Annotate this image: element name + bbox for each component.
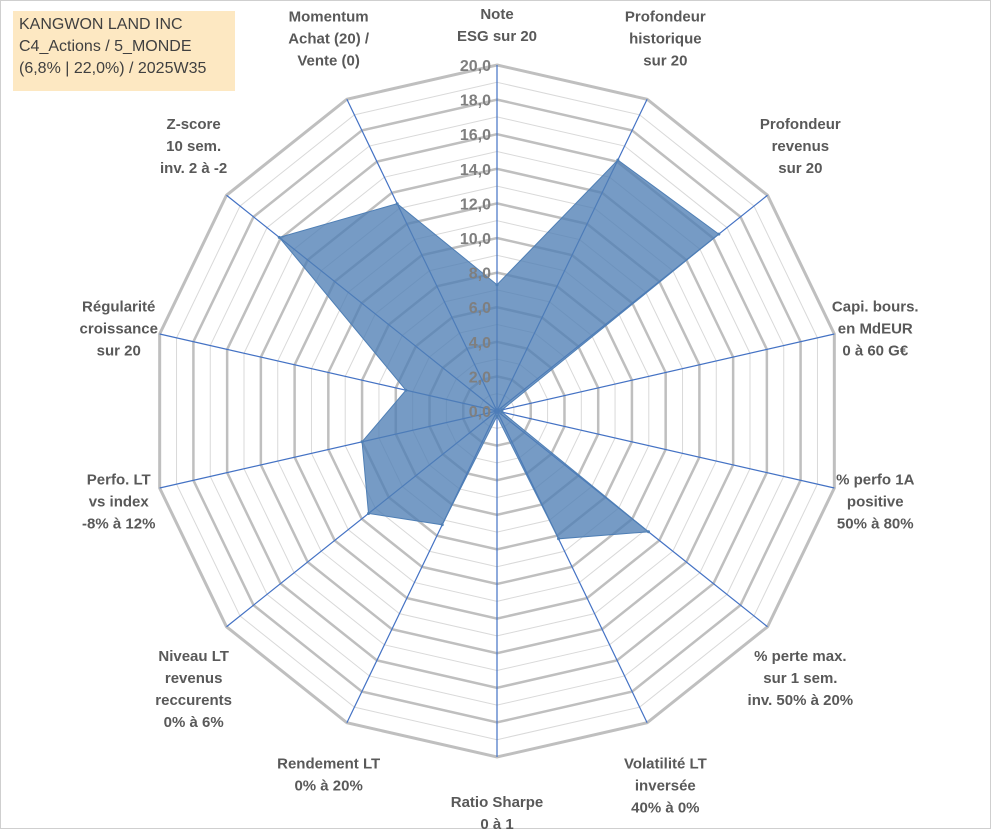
axis-label: Momentum Achat (20) / Vente (0) bbox=[288, 8, 370, 69]
title-company: KANGWON LAND INC bbox=[19, 16, 183, 33]
axis-label: Niveau LT revenus reccurents 0% à 6% bbox=[155, 648, 232, 731]
axis-label: Perfo. LT vs index -8% à 12% bbox=[82, 471, 155, 532]
title-category: C4_Actions / 5_MONDE bbox=[19, 38, 192, 55]
data-point bbox=[500, 410, 504, 414]
axis-label-line: historique bbox=[629, 30, 702, 47]
axis-label: Profondeur historique sur 20 bbox=[625, 8, 706, 69]
tick-label: 10,0 bbox=[460, 231, 491, 248]
data-point bbox=[277, 235, 281, 239]
axis-label-line: Niveau LT bbox=[158, 648, 229, 665]
tick-label: 14,0 bbox=[460, 162, 491, 179]
tick-label: 12,0 bbox=[460, 196, 491, 213]
title-stats: (6,8% | 22,0%) / 2025W35 bbox=[19, 60, 207, 77]
data-point bbox=[500, 408, 504, 412]
series-layer bbox=[277, 158, 721, 541]
axis-label-line: % perte max. bbox=[754, 648, 847, 665]
axis-label: Z-score 10 sem. inv. 2 à -2 bbox=[160, 116, 227, 177]
data-point bbox=[360, 440, 364, 444]
axis-label-line: -8% à 12% bbox=[82, 515, 155, 532]
axis-label-line: Vente (0) bbox=[297, 52, 360, 69]
data-point bbox=[495, 414, 499, 418]
axis-label-line: 0% à 6% bbox=[164, 714, 224, 731]
axis-label: Ratio Sharpe 0 à 1 bbox=[451, 794, 544, 830]
axis-label-line: Note bbox=[480, 6, 513, 23]
data-point bbox=[616, 158, 620, 162]
axis-label: Profondeur revenus sur 20 bbox=[760, 116, 841, 177]
axis-label-line: 40% à 0% bbox=[631, 800, 699, 817]
axis-label: Rendement LT 0% à 20% bbox=[277, 756, 380, 795]
axis-label: Volatilité LT inversée 40% à 0% bbox=[624, 756, 707, 817]
axis-label-line: sur 20 bbox=[778, 160, 822, 177]
tick-label: 4,0 bbox=[469, 335, 491, 352]
axis-label: Note ESG sur 20 bbox=[457, 6, 537, 45]
axis-label-line: en MdEUR bbox=[838, 321, 913, 338]
axis-label-line: ESG sur 20 bbox=[457, 28, 537, 45]
axis-label-line: revenus bbox=[772, 138, 830, 155]
axis-label-line: % perfo 1A bbox=[836, 471, 915, 488]
axis-label-line: positive bbox=[847, 493, 904, 510]
data-point bbox=[646, 530, 650, 534]
axis-label: % perfo 1A positive 50% à 80% bbox=[836, 471, 915, 532]
axis-label-line: Volatilité LT bbox=[624, 756, 707, 773]
axis-label-line: Z-score bbox=[167, 116, 221, 133]
tick-label: 8,0 bbox=[469, 266, 491, 283]
data-point bbox=[557, 537, 561, 541]
tick-label: 16,0 bbox=[460, 127, 491, 144]
tick-label: 2,0 bbox=[469, 369, 491, 386]
axis-label-line: inv. 2 à -2 bbox=[160, 160, 227, 177]
tick-labels: 0,0 2,0 4,0 6,0 8,0 10,0 12,0 14,0 16,0 18,0 20,0 bbox=[460, 58, 491, 421]
axis-label-line: croissance bbox=[80, 321, 158, 338]
axis-spoke bbox=[496, 410, 835, 489]
axis-label-line: Profondeur bbox=[625, 8, 706, 25]
axis-label-line: inv. 50% à 20% bbox=[748, 692, 854, 709]
axis-label-line: sur 20 bbox=[643, 52, 687, 69]
data-point bbox=[440, 523, 444, 527]
axis-label-line: 10 sem. bbox=[166, 138, 221, 155]
axis-label-line: sur 1 sem. bbox=[763, 670, 837, 687]
tick-label: 20,0 bbox=[460, 58, 491, 75]
axis-label: % perte max. sur 1 sem. inv. 50% à 20% bbox=[748, 648, 854, 709]
axis-label-line: Perfo. LT bbox=[87, 471, 151, 488]
data-point bbox=[367, 511, 371, 515]
axis-label-line: Ratio Sharpe bbox=[451, 794, 544, 811]
axis-label-line: 50% à 80% bbox=[837, 515, 914, 532]
axis-label-line: 0 à 1 bbox=[480, 816, 513, 830]
data-point bbox=[717, 232, 721, 236]
axis-label-line: Rendement LT bbox=[277, 756, 380, 773]
data-point bbox=[404, 388, 408, 392]
data-point bbox=[395, 202, 399, 206]
title-box: KANGWON LAND INC C4_Actions / 5_MONDE (6… bbox=[13, 11, 235, 91]
tick-label: 6,0 bbox=[469, 300, 491, 317]
axis-spoke bbox=[496, 333, 835, 412]
axis-label-line: vs index bbox=[89, 493, 150, 510]
axis-label-line: Capi. bours. bbox=[832, 299, 919, 316]
axis-label-line: revenus bbox=[165, 670, 223, 687]
axis-label-line: 0 à 60 G€ bbox=[842, 343, 909, 360]
axis-label-line: Profondeur bbox=[760, 116, 841, 133]
axis-label-line: reccurents bbox=[155, 692, 232, 709]
axis-labels: Note ESG sur 20 Profondeur historique sur 20… bbox=[80, 6, 919, 830]
axis-label-line: Achat (20) / bbox=[288, 30, 370, 47]
tick-label: 18,0 bbox=[460, 93, 491, 110]
axis-label-line: 0% à 20% bbox=[294, 778, 362, 795]
axis-label: Régularité croissance sur 20 bbox=[80, 299, 158, 360]
data-point bbox=[495, 283, 499, 287]
axis-label-line: sur 20 bbox=[97, 343, 141, 360]
axis-label: Capi. bours. en MdEUR 0 à 60 G€ bbox=[832, 299, 919, 360]
axis-label-line: Momentum bbox=[289, 8, 369, 25]
axis-label-line: Régularité bbox=[82, 299, 155, 316]
axis-label-line: inversée bbox=[635, 778, 696, 795]
tick-label: 0,0 bbox=[469, 404, 491, 421]
